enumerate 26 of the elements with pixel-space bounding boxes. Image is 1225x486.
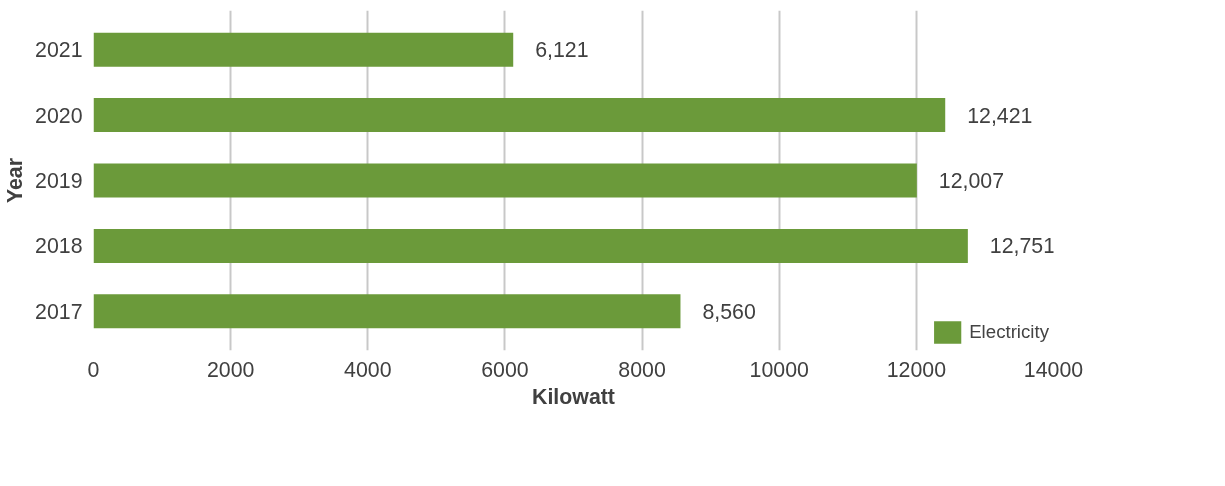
y-tick-label: 2018 (35, 234, 83, 259)
data-label: 8,560 (702, 299, 756, 324)
y-tick-label: 2021 (35, 38, 83, 63)
x-tick-label: 2000 (206, 357, 255, 382)
bar (93, 98, 946, 133)
y-tick-label: 2017 (35, 299, 83, 324)
y-axis-title: Year (3, 157, 28, 204)
legend-label: Electricity (969, 321, 1049, 343)
data-label: 12,751 (989, 234, 1056, 259)
y-tick-label: 2019 (35, 169, 83, 193)
x-tick-label: 6000 (481, 357, 529, 382)
bar (93, 294, 681, 329)
y-tick-label: 2020 (35, 103, 83, 128)
x-tick-label: 0 (87, 357, 100, 382)
x-tick-label: 10000 (749, 357, 810, 382)
x-tick-label: 14000 (1023, 357, 1084, 382)
x-tick-label: 12000 (886, 357, 947, 382)
x-axis-title: Kilowatt (532, 384, 615, 409)
bar (93, 163, 917, 198)
bar (93, 32, 514, 67)
data-label: 12,421 (967, 103, 1033, 128)
x-tick-label: 4000 (344, 357, 392, 382)
data-label: 12,007 (938, 169, 1005, 193)
bar (93, 228, 968, 263)
data-label: 6,121 (535, 38, 589, 63)
x-tick-label: 8000 (618, 357, 666, 382)
